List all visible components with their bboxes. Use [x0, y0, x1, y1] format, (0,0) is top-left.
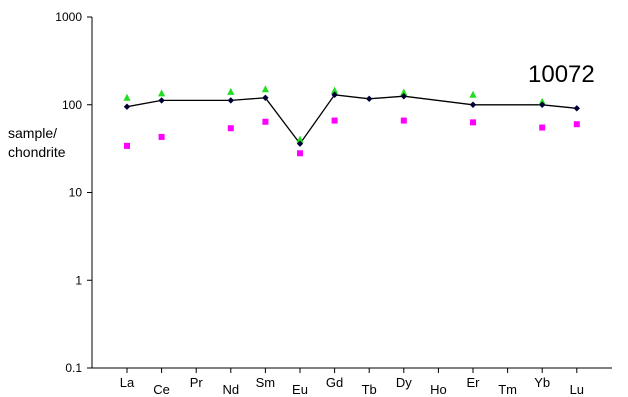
diamond-marker: [262, 94, 269, 102]
series-line: [126, 94, 577, 145]
diamond-marker: [158, 97, 165, 104]
triangle-marker: [158, 89, 166, 97]
x-tick-label: Gd: [326, 375, 343, 390]
triangle-marker: [469, 90, 477, 98]
triangle-marker: [538, 97, 546, 105]
diamond-marker: [123, 103, 131, 110]
square-marker: [539, 124, 546, 131]
x-tick-label: Sm: [256, 375, 276, 390]
x-tick-label: Nd: [222, 382, 239, 397]
x-axis-ticks: La Ce Pr Nd Sm Eu Gd Tb Dy Ho Er Tm Yb Lu: [120, 368, 584, 397]
triangle-marker: [123, 93, 131, 101]
square-marker: [227, 125, 234, 132]
diamond-marker: [296, 140, 304, 147]
diamond-marker: [400, 93, 407, 100]
diamond-marker: [539, 101, 546, 108]
square-marker: [262, 118, 269, 125]
y-tick-label: 10: [69, 186, 83, 200]
square-marker: [331, 117, 338, 124]
diamond-marker: [469, 101, 477, 108]
triangle-marker: [400, 88, 408, 96]
series-lines: [126, 94, 577, 145]
y-axis-title-line-2: chondrite: [8, 144, 66, 160]
square-marker: [158, 133, 165, 140]
triangle-marker: [331, 86, 339, 94]
x-tick-label: Dy: [396, 375, 412, 390]
square-marker: [400, 117, 407, 124]
y-axis-title-line-1: sample/: [8, 125, 57, 141]
diamond-marker: [227, 97, 234, 104]
diamond-marker: [573, 105, 580, 112]
x-tick-label: Ce: [153, 382, 170, 397]
triangle-marker: [261, 85, 269, 93]
square-marker: [573, 121, 580, 128]
x-tick-label: Lu: [570, 382, 584, 397]
square-marker: [470, 119, 476, 126]
y-tick-label: 1000: [55, 10, 82, 24]
y-tick-label: 0.1: [65, 361, 82, 375]
square-marker: [124, 142, 130, 149]
triangle-marker: [296, 135, 304, 143]
y-tick-label: 100: [62, 98, 82, 112]
diamond-marker: [366, 95, 373, 102]
square-marker: [297, 150, 303, 157]
x-tick-label: Eu: [292, 382, 308, 397]
sample-label: 10072: [528, 61, 595, 88]
series-markers: [123, 85, 580, 157]
diamond-marker: [331, 91, 338, 98]
x-tick-label: Er: [467, 375, 481, 390]
x-tick-label: Pr: [190, 375, 204, 390]
x-tick-label: Yb: [534, 375, 550, 390]
x-tick-label: Tm: [498, 382, 517, 397]
x-tick-label: Ho: [430, 382, 447, 397]
y-axis-ticks: 0.1 1 10 100 1000: [55, 10, 92, 375]
triangle-marker: [227, 87, 235, 95]
y-tick-label: 1: [75, 273, 82, 287]
x-tick-label: La: [120, 375, 135, 390]
x-tick-label: Tb: [362, 382, 377, 397]
